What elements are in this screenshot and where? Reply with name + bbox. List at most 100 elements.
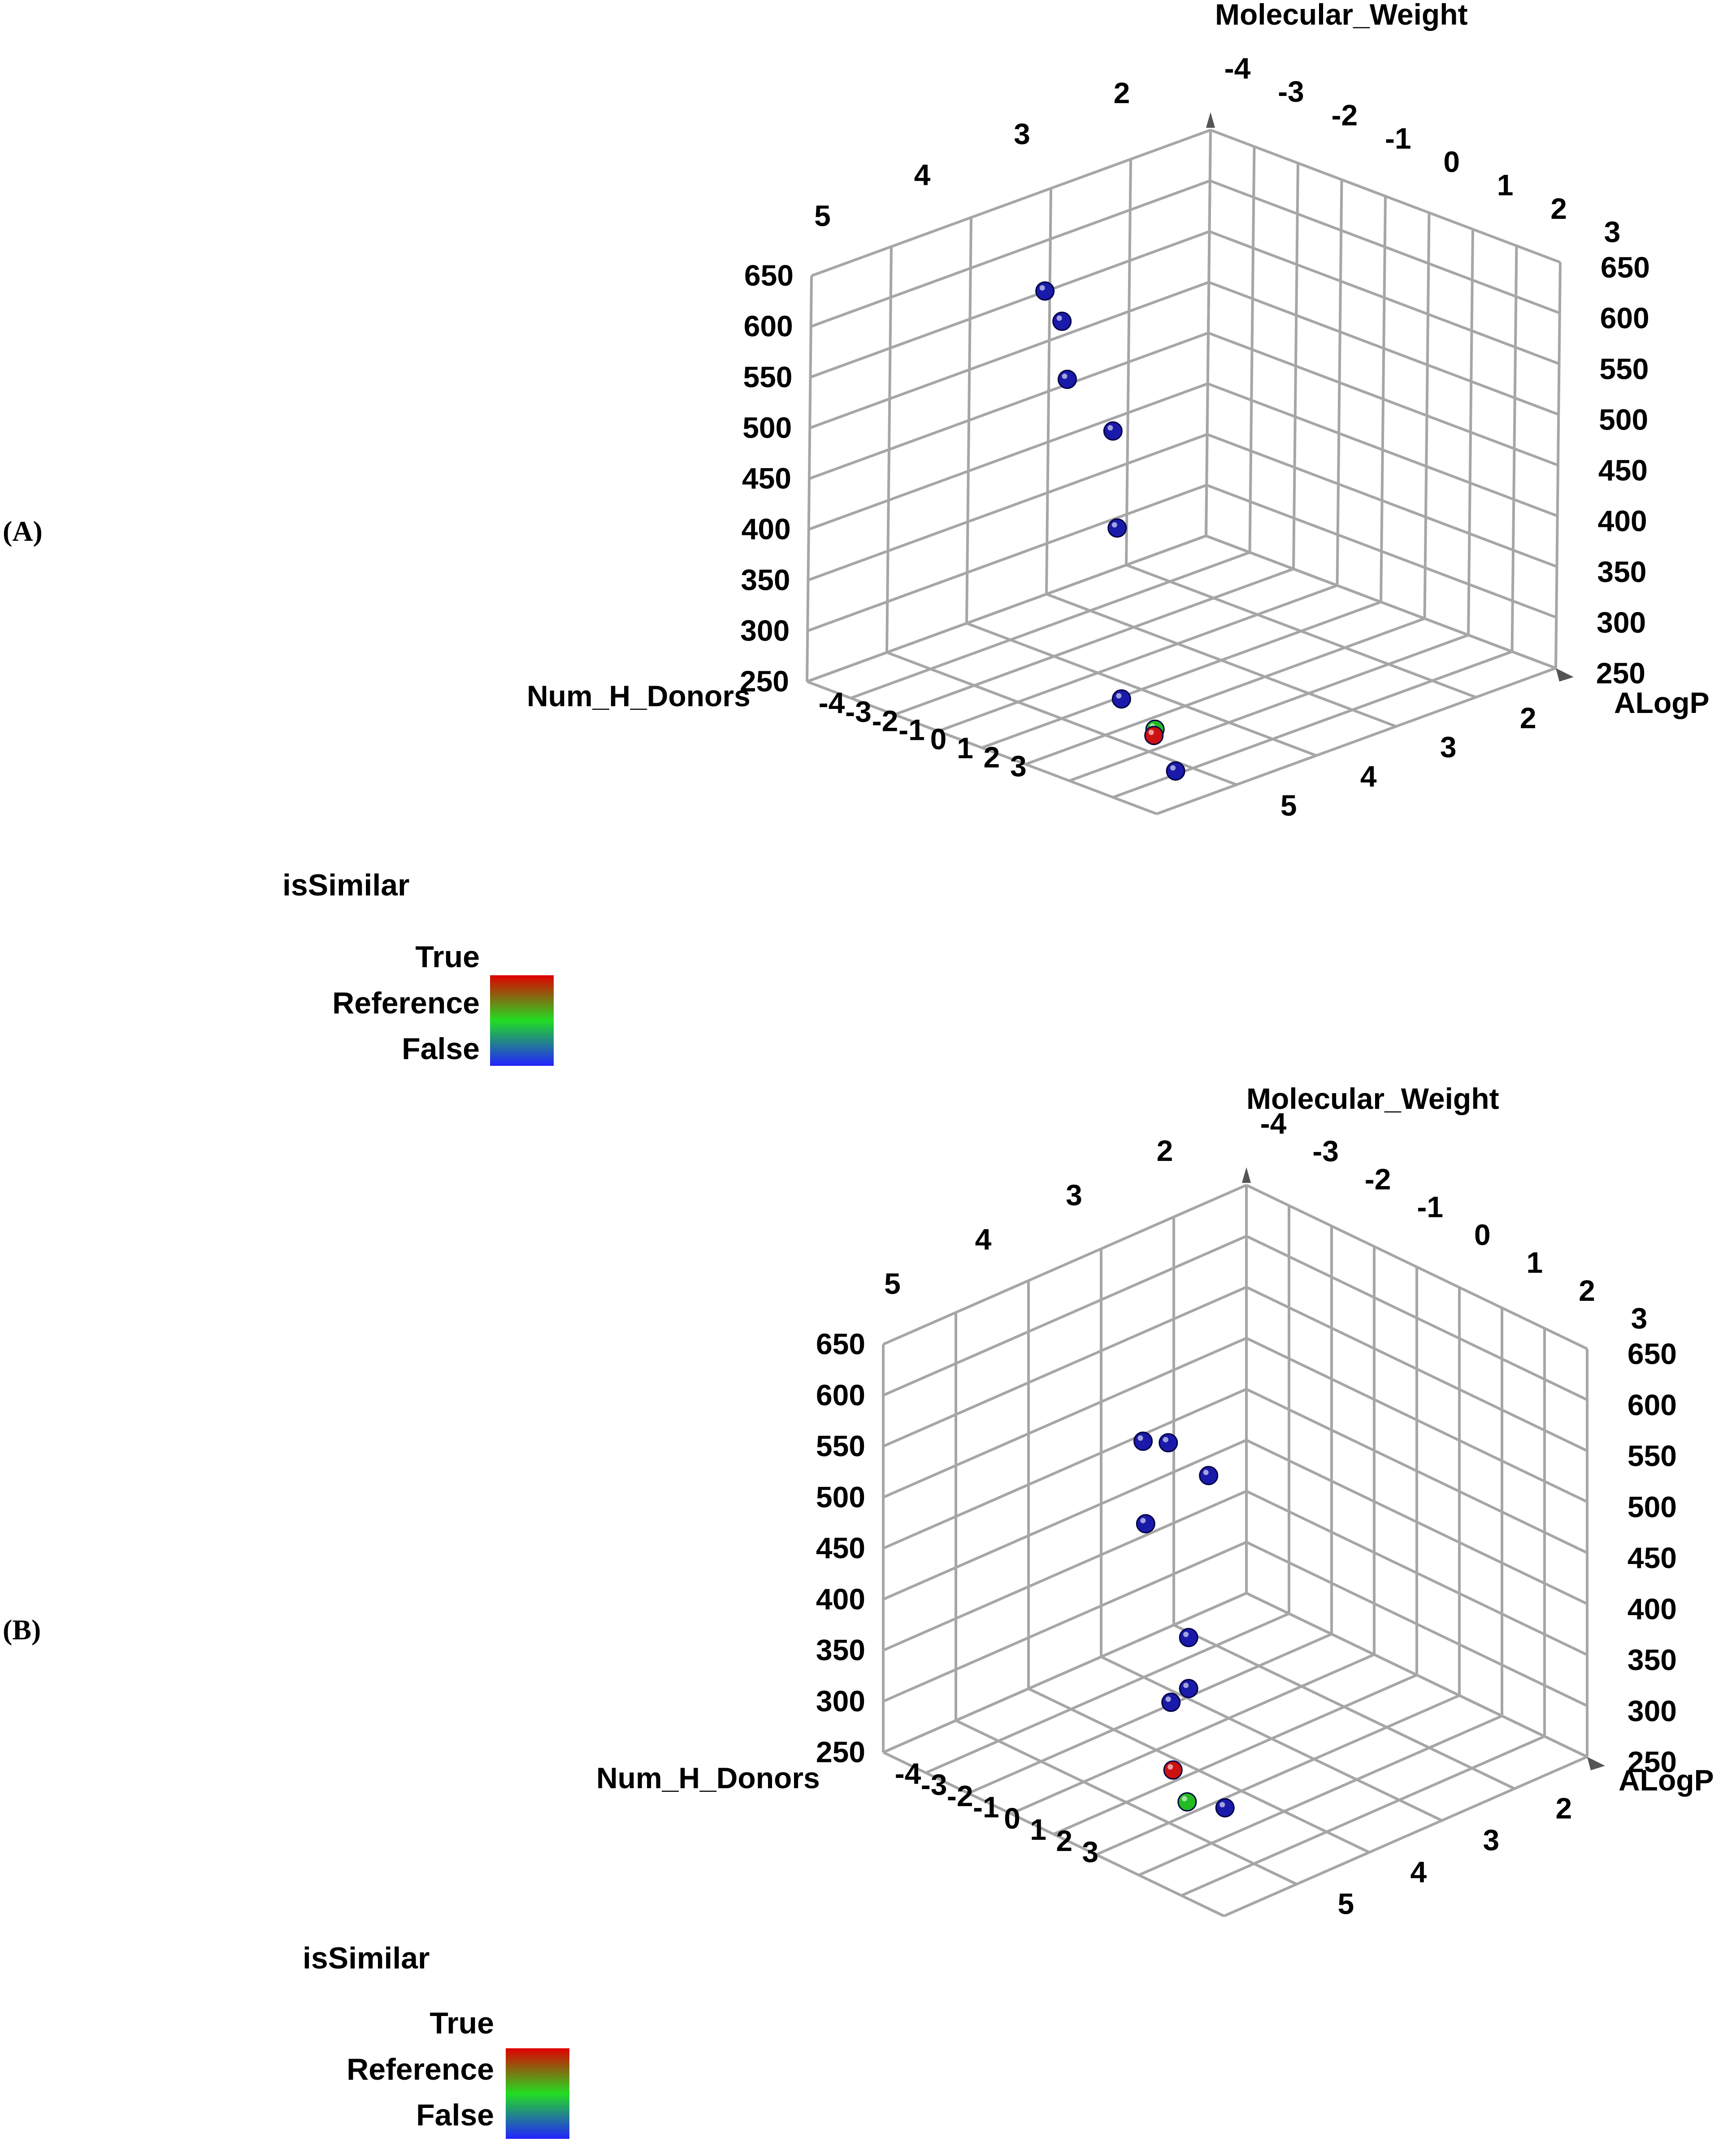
grid-line-right-wall bbox=[1423, 213, 1431, 619]
grid-line-left-wall bbox=[806, 275, 813, 682]
data-point-false bbox=[1179, 1628, 1198, 1647]
grid-line-floor bbox=[1025, 617, 1425, 766]
grid-line-left-wall bbox=[1125, 159, 1132, 565]
data-point-highlight bbox=[1140, 1518, 1146, 1524]
data-point-highlight bbox=[1165, 1696, 1171, 1702]
grid-line-left-wall bbox=[1045, 188, 1052, 595]
alogp-back-tick-label: -3 bbox=[1312, 1134, 1339, 1168]
grid-line-mw-left bbox=[882, 1490, 1247, 1652]
legend-label-false-a: False bbox=[402, 1032, 480, 1066]
grid-line-right-wall bbox=[1510, 246, 1518, 652]
legend-label-false-b: False bbox=[416, 2098, 494, 2132]
alogp-back-tick-label: 3 bbox=[1604, 215, 1621, 248]
nhd-front-tick-label: 1 bbox=[1030, 1813, 1046, 1846]
mw-tick-label-left: 550 bbox=[816, 1429, 865, 1463]
mw-tick-label-left: 400 bbox=[816, 1582, 865, 1616]
nhd-back-tick-label: 3 bbox=[1014, 117, 1030, 150]
alogp-back-tick-label: -3 bbox=[1278, 75, 1304, 108]
mw-axis-arrow bbox=[1206, 112, 1215, 128]
grid-line-mw-left bbox=[808, 331, 1209, 480]
legend-title-b: isSimilar bbox=[303, 1941, 430, 1975]
grid-line-left-wall bbox=[885, 246, 893, 653]
grid-line-right-wall bbox=[1467, 229, 1474, 635]
data-point-highlight bbox=[1062, 373, 1068, 379]
alogp-back-tick-label: -4 bbox=[1260, 1107, 1287, 1140]
nhd-front-tick-label: -3 bbox=[921, 1768, 947, 1801]
data-point-false bbox=[1111, 689, 1131, 709]
panel-b: (B) 250 250 300 300 350 350 400 400 450 450 500 500… bbox=[0, 1071, 1736, 2142]
alogp-back-tick-label: 0 bbox=[1474, 1218, 1491, 1251]
nhd-front-tick-label: 2 bbox=[984, 740, 1000, 773]
legend-colorbar-a bbox=[490, 975, 554, 1066]
mw-tick-label-left: 250 bbox=[740, 665, 789, 698]
grid-line-floor bbox=[1173, 1624, 1515, 1790]
mw-tick-label-left: 500 bbox=[742, 411, 792, 444]
alogp-front-tick-label: 3 bbox=[1440, 730, 1457, 764]
grid-line-right-wall bbox=[1336, 179, 1343, 586]
data-point-highlight bbox=[1148, 730, 1154, 735]
data-point-highlight bbox=[1056, 315, 1062, 321]
alogp-back-tick-label: -1 bbox=[1417, 1190, 1443, 1223]
panel-a: (A) 250 250 300 300 350 350 400 400 450 450 500 500… bbox=[3, 0, 1710, 1066]
data-point-false bbox=[1107, 518, 1127, 538]
grid-line-mw-left bbox=[807, 433, 1208, 582]
nhd-front-tick-label: 0 bbox=[1004, 1802, 1020, 1835]
mw-tick-label-left: 650 bbox=[816, 1327, 865, 1360]
grid-line-floor bbox=[1223, 1755, 1588, 1917]
grid-line-floor bbox=[1028, 1687, 1370, 1854]
alogp-back-tick-label: -2 bbox=[1332, 98, 1358, 131]
data-point-highlight bbox=[1167, 1764, 1173, 1770]
data-point-true bbox=[1163, 1760, 1183, 1780]
data-point-false bbox=[1035, 281, 1055, 301]
grid-line-floor bbox=[1010, 1653, 1375, 1815]
data-point-highlight bbox=[1183, 1682, 1189, 1688]
grid-line-floor bbox=[1046, 593, 1397, 728]
alogp-back-tick-label: 1 bbox=[1526, 1246, 1543, 1279]
alogp-front-tick-label: 2 bbox=[1555, 1792, 1572, 1825]
alogp-back-tick-label: 3 bbox=[1631, 1302, 1648, 1335]
grid-line-floor bbox=[894, 567, 1294, 716]
nhd-front-tick-label: -4 bbox=[819, 686, 845, 719]
grid-line-mw-left bbox=[811, 129, 1211, 277]
mw-tick-label-right: 500 bbox=[1628, 1490, 1677, 1523]
data-point-highlight bbox=[1163, 1437, 1168, 1442]
grid-line-floor bbox=[955, 1719, 1298, 1886]
alogp-front-tick-label: 3 bbox=[1483, 1824, 1499, 1857]
grid-line-mw-left bbox=[882, 1235, 1247, 1397]
mw-tick-label-right: 250 bbox=[1596, 656, 1645, 690]
grid-line-floor bbox=[1100, 1655, 1443, 1822]
alogp-front-tick-label: 4 bbox=[1410, 1855, 1427, 1889]
data-point-false bbox=[1052, 312, 1072, 331]
grid-line-floor bbox=[1156, 667, 1557, 815]
grid-line-floor bbox=[850, 551, 1250, 700]
legend-label-reference-a: Reference bbox=[332, 986, 480, 1020]
mw-tick-label-right: 300 bbox=[1628, 1694, 1677, 1727]
grid-line-left-wall bbox=[1205, 130, 1212, 536]
alogp-axis-title: ALogP bbox=[1614, 686, 1710, 719]
alogp-back-tick-label: 0 bbox=[1443, 145, 1460, 178]
grid-line-mw-left bbox=[809, 281, 1210, 430]
legend-title-a: isSimilar bbox=[282, 868, 410, 902]
mw-tick-label-right: 350 bbox=[1597, 555, 1646, 588]
data-point-true bbox=[1144, 726, 1164, 745]
grid-line-mw-left bbox=[808, 382, 1208, 531]
alogp-front-tick-label: 4 bbox=[1360, 760, 1377, 793]
grid-line-mw-left bbox=[882, 1388, 1247, 1550]
mw-tick-label-left: 550 bbox=[743, 360, 792, 393]
data-point-false bbox=[1179, 1679, 1198, 1699]
panel-label-a: (A) bbox=[3, 515, 43, 547]
nhd-front-tick-label: -1 bbox=[898, 713, 925, 747]
grid-line-mw-left bbox=[882, 1337, 1247, 1499]
nhd-front-tick-label: -2 bbox=[947, 1779, 973, 1812]
mw-tick-label-left: 650 bbox=[744, 259, 794, 292]
nhd-front-tick-label: 0 bbox=[930, 722, 947, 756]
grid-line-floor bbox=[806, 534, 1207, 683]
mw-tick-label-right: 500 bbox=[1599, 403, 1648, 436]
mw-tick-label-left: 450 bbox=[742, 462, 791, 495]
alogp-front-tick-label: 5 bbox=[1337, 1887, 1354, 1920]
data-point-highlight bbox=[1137, 1435, 1143, 1441]
mw-tick-label-right: 300 bbox=[1597, 606, 1646, 639]
mw-tick-label-right: 650 bbox=[1601, 251, 1650, 284]
mw-axis-title: Molecular_Weight bbox=[1246, 1082, 1499, 1115]
